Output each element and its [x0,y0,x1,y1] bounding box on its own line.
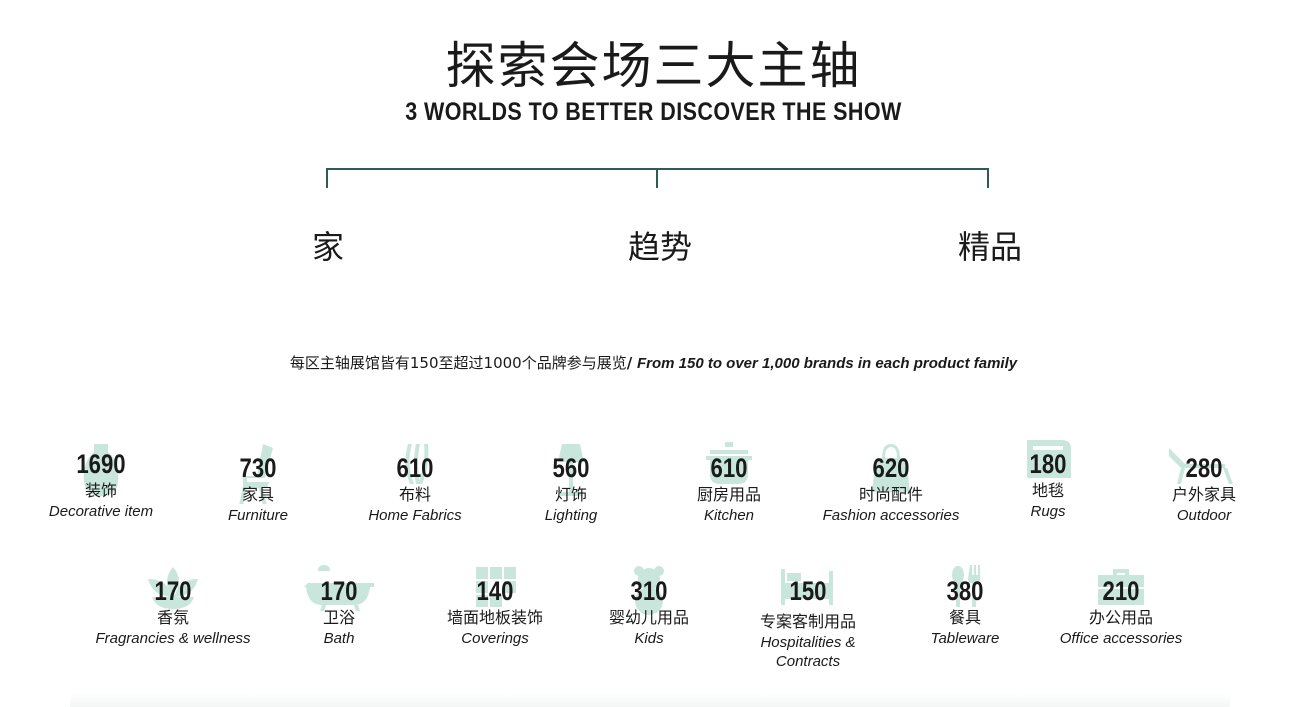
bracket-tick-right [987,168,989,188]
tagline-separator: / [626,354,633,372]
category-name-en: Kitchen [703,507,755,524]
curtain-icon [405,444,429,484]
category-name-zh: 厨房用品 [696,485,761,504]
tiles-icon [476,567,516,607]
handbag-icon [872,444,910,492]
category-count: 280 [1185,453,1223,483]
category-count: 610 [710,453,748,483]
deckchair-icon [1169,448,1233,484]
category-name-en: Bath [323,630,355,647]
category-name-en: Hospitalities & Contracts [760,634,856,670]
category-count: 1690 [76,449,126,479]
category-decorative: 1690 装饰 Decorative item [6,444,196,521]
category-name-en: Tableware [930,630,1000,647]
tagline-en: From 150 to over 1,000 brands in each pr… [636,355,1018,372]
category-name-en: Home Fabrics [368,507,462,524]
category-name-en: Outdoor [1176,507,1232,524]
category-count: 560 [552,453,590,483]
category-name-en: Decorative item [48,503,154,520]
cutlery-icon [952,565,980,607]
category-kids: 310 婴幼儿用品 Kids [554,566,744,648]
category-name-zh: 墙面地板装饰 [446,608,543,627]
world-premium: 精品 [957,228,1022,266]
lamp-icon [558,444,584,496]
category-name-en: Fragrancies & wellness [95,630,251,647]
lotus-icon [148,567,198,609]
category-name-en: Fashion accessories [822,507,960,524]
rug-icon [1027,440,1071,478]
category-name-zh: 办公用品 [1088,608,1153,627]
category-outdoor: 280 户外家具 Outdoor [1109,448,1299,525]
category-name-zh: 灯饰 [554,485,587,504]
category-furniture: 730 家具 Furniture [163,444,353,525]
briefcase-icon [1098,569,1144,605]
bed-icon [781,569,833,605]
category-lighting: 560 灯饰 Lighting [476,444,666,525]
category-name-zh: 香氛 [156,608,189,627]
category-name-zh: 户外家具 [1171,485,1236,504]
category-count: 620 [872,453,910,483]
vase-icon [83,444,119,496]
category-count: 170 [154,576,192,606]
world-trends: 趋势 [627,228,692,266]
category-office: 210 办公用品 Office accessories [1026,569,1216,648]
category-tableware: 380 餐具 Tableware [870,565,1060,648]
tagline: 每区主轴展馆皆有150至超过1000个品牌参与展览/ From 150 to o… [0,352,1307,373]
category-kitchen: 610 厨房用品 Kitchen [634,442,824,525]
category-name-en: Rugs [1030,503,1066,520]
category-name-en: Lighting [544,507,598,524]
bathtub-icon [304,565,374,611]
category-count: 730 [239,453,277,483]
category-count: 610 [396,453,434,483]
bottom-fade [70,693,1230,707]
teddy-bear-icon [634,566,664,615]
category-hospitality: 150 专案客制用品 Hospitalities & Contracts [713,569,903,671]
category-name-zh: 家具 [241,485,274,504]
bracket-tick-left [326,168,328,188]
category-name-zh: 卫浴 [322,608,355,627]
category-name-zh: 时尚配件 [858,485,923,504]
category-name-en: Office accessories [1059,630,1183,647]
world-home: 家 [311,228,344,266]
category-count: 170 [320,576,358,606]
bracket-tick-center [656,168,658,188]
category-count: 140 [476,576,514,606]
category-name-en: Kids [634,630,664,647]
category-name-zh: 地毯 [1031,481,1064,500]
category-home-fabrics: 610 布料 Home Fabrics [320,444,510,525]
category-count: 150 [789,576,827,606]
category-name-en: Furniture [227,507,289,524]
tagline-zh: 每区主轴展馆皆有150至超过1000个品牌参与展览 [289,354,627,372]
category-coverings: 140 墙面地板装饰 Coverings [400,567,590,648]
category-name-zh: 餐具 [948,608,981,627]
pot-icon [706,442,752,484]
category-fashion: 620 时尚配件 Fashion accessories [796,444,986,525]
category-count: 310 [630,576,668,606]
category-rugs: 180 地毯 Rugs [953,440,1143,521]
category-name-en: Coverings [461,630,529,647]
category-bath: 170 卫浴 Bath [244,565,434,648]
category-count: 210 [1102,576,1140,606]
chair-icon [239,444,273,504]
category-count: 380 [946,576,984,606]
page-subtitle: 3 WORLDS TO BETTER DISCOVER THE SHOW [405,98,902,126]
category-name-zh: 布料 [398,485,431,504]
category-name-zh: 专案客制用品 [759,612,856,631]
category-name-zh: 婴幼儿用品 [608,608,689,627]
category-count: 180 [1029,449,1067,479]
category-name-zh: 装饰 [84,481,117,500]
category-fragrances: 170 香氛 Fragrancies & wellness [78,567,268,648]
page-title: 探索会场三大主轴 [445,37,862,95]
